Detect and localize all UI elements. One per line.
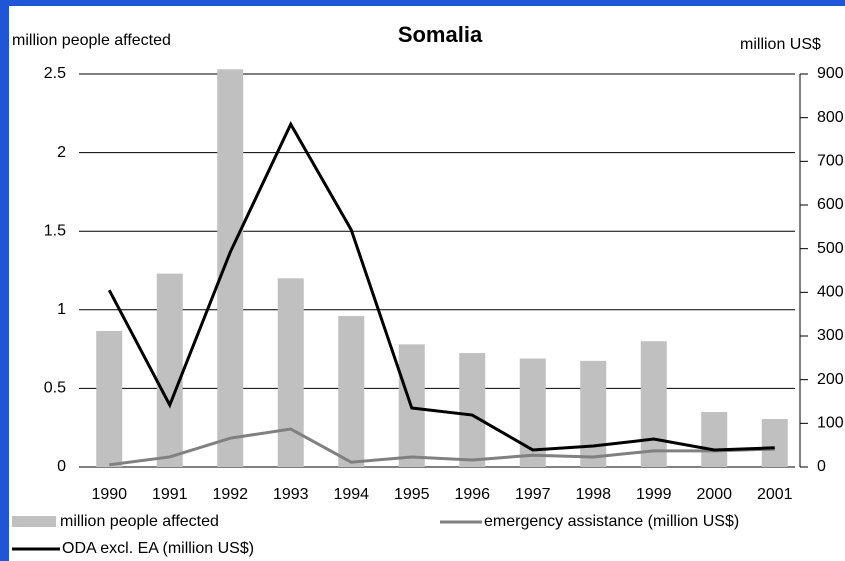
x-tick-label: 2001 (757, 486, 793, 503)
y-tick-label: 2 (57, 144, 66, 161)
line (109, 427, 775, 467)
chart-title: Somalia (398, 22, 483, 47)
line (107, 120, 775, 452)
bar (96, 331, 123, 467)
x-tick-label: 1997 (515, 486, 551, 503)
background (9, 6, 845, 561)
x-tick-label: 2000 (696, 486, 732, 503)
y2-tick-label: 700 (817, 153, 844, 170)
legend-label: emergency assistance (million US$) (484, 513, 739, 530)
x-tick-label: 1990 (91, 486, 127, 503)
x-tick-label: 1995 (394, 486, 430, 503)
y-tick-label: 1.5 (44, 222, 66, 239)
bar (338, 316, 365, 467)
y2-tick-label: 500 (817, 240, 844, 257)
x-tick-label: 1993 (273, 486, 309, 503)
bar (580, 360, 607, 467)
bar (156, 273, 183, 467)
y-tick-label: 1 (57, 301, 66, 318)
bar (277, 278, 304, 467)
y2-tick-label: 800 (817, 109, 844, 126)
x-tick-label: 1996 (454, 486, 490, 503)
legend-label: ODA excl. EA (million US$) (62, 540, 254, 557)
legend-label: million people affected (60, 513, 219, 530)
y2-tick-label: 100 (817, 415, 844, 432)
y-axis-label: million people affected (12, 32, 171, 49)
x-tick-label: 1994 (333, 486, 369, 503)
legend-swatch (12, 516, 56, 527)
y2-tick-label: 900 (817, 65, 844, 82)
y2-tick-label: 300 (817, 327, 844, 344)
y2-tick-label: 600 (817, 196, 844, 213)
x-tick-label: 1992 (212, 486, 248, 503)
x-tick-label: 1999 (636, 486, 672, 503)
x-tick-label: 1998 (575, 486, 611, 503)
y2-tick-label: 0 (817, 458, 826, 475)
y-tick-label: 0 (57, 458, 66, 475)
y2-tick-label: 200 (817, 371, 844, 388)
y-tick-label: 0.5 (44, 380, 66, 397)
y2-axis-label: million US$ (740, 36, 821, 53)
bar (640, 341, 667, 467)
bar (459, 353, 486, 467)
y2-tick-label: 400 (817, 284, 844, 301)
y-tick-label: 2.5 (44, 65, 66, 82)
x-tick-label: 1991 (152, 486, 188, 503)
bar (217, 69, 244, 467)
bar (701, 411, 728, 467)
bar (761, 419, 788, 467)
